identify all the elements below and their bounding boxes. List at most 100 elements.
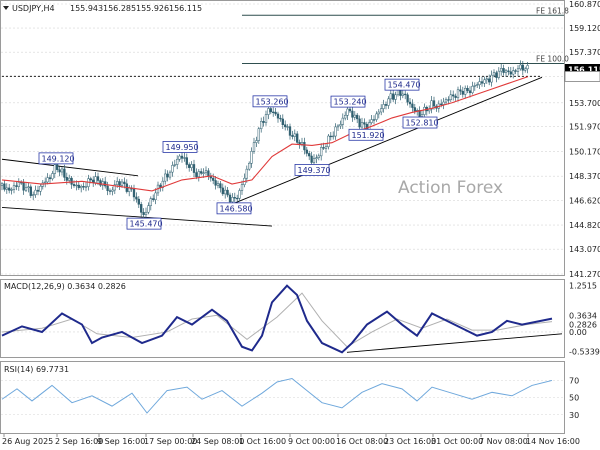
candle-body (233, 197, 236, 199)
pivot-label: 145.470 (130, 220, 163, 229)
rsi-layer: RSI(14) 69.7731 70 50 30 (1, 365, 579, 420)
candle-body (432, 100, 436, 107)
candle-body (430, 100, 433, 110)
candle-body (106, 185, 109, 191)
candle-body (392, 93, 395, 100)
sma-line (1, 76, 529, 192)
candle-body (356, 114, 359, 120)
candle-body (507, 70, 510, 72)
pivot-label-box (162, 141, 198, 153)
candle-body (65, 177, 68, 181)
candle-body (360, 122, 364, 128)
candle-body (375, 113, 378, 120)
candle-body (492, 72, 496, 76)
candle-body (377, 111, 380, 115)
pivot-label-box (252, 95, 288, 108)
price-tick-label: 141.270 (569, 270, 600, 279)
candle-body (442, 101, 445, 105)
candle-body (108, 190, 112, 192)
candle-body (406, 94, 409, 103)
candle-body (348, 108, 352, 112)
candle-body (3, 183, 6, 190)
pivot-label: 153.260 (256, 97, 289, 106)
candle-body (454, 95, 457, 98)
candle-body (219, 183, 222, 189)
candle-body (382, 104, 385, 109)
candle-body (72, 184, 76, 186)
candle-body (212, 177, 215, 181)
price-tick-label: 151.970 (569, 123, 600, 132)
candle-body (298, 142, 301, 145)
candle-body (24, 187, 28, 191)
price-tick-label: 150.170 (569, 147, 600, 156)
candle-body (389, 93, 392, 100)
price-tick-label: 160.870 (569, 0, 600, 9)
candle-body (370, 119, 373, 123)
candle-body (384, 104, 388, 106)
header-close: 156.115 (169, 4, 202, 13)
candle-body (497, 70, 500, 78)
candle-body (240, 184, 244, 191)
pivot-label-box (330, 95, 366, 108)
price-trendline (1, 158, 139, 177)
candle-body (101, 181, 104, 186)
candle-body (332, 135, 335, 138)
price-trendline (1, 207, 273, 227)
candle-body (387, 98, 390, 106)
candle-body (192, 164, 196, 173)
rsi-panel-frame (0, 361, 565, 434)
x-tick-label: 24 Sep 08:00 (191, 437, 244, 446)
dropdown-arrow-icon[interactable] (3, 6, 9, 10)
candle-body (238, 190, 241, 199)
candle-body (39, 186, 42, 192)
candle-body (34, 189, 37, 195)
candle-body (221, 187, 224, 195)
candle-body (339, 124, 342, 127)
candle-body (269, 108, 272, 113)
candle-body (80, 186, 83, 189)
candle-body (10, 189, 13, 191)
candle-body (363, 122, 366, 125)
candle-body (315, 157, 318, 159)
macd-tick-label: 0.3634 (569, 312, 597, 321)
candle-body (123, 181, 126, 184)
candle-body (142, 212, 145, 215)
candle-body (164, 173, 167, 182)
candle-body (44, 181, 47, 184)
candle-body (308, 153, 311, 157)
candle-body (320, 147, 323, 157)
candle-body (514, 70, 517, 72)
candle-body (420, 114, 424, 117)
candle-body (132, 188, 136, 198)
macd-tick-label: 0.2826 (569, 320, 597, 329)
pivot-label: 149.950 (166, 143, 199, 152)
candle-body (70, 177, 73, 185)
candle-body (281, 118, 284, 125)
pivot-label: 154.470 (388, 81, 421, 90)
pivot-label-box (126, 217, 162, 230)
candle-body (502, 68, 505, 73)
candle-body (286, 126, 289, 128)
macd-tick-label: -0.5339 (569, 348, 600, 357)
candle-body (440, 103, 443, 105)
candle-body (15, 185, 18, 187)
candle-body (411, 103, 414, 108)
candle-body (310, 155, 313, 163)
candle-body (29, 186, 32, 196)
candle-body (476, 84, 479, 86)
candle-body (168, 171, 172, 178)
candle-body (336, 125, 340, 128)
candle-body (471, 85, 474, 94)
candle-body (296, 133, 299, 143)
candle-body (94, 176, 97, 183)
macd-layer: MACD(12,26,9) 0.3634 0.2826 1.2515 0.3634… (1, 282, 600, 357)
pivot-label-box (348, 128, 384, 141)
x-tick-label: 14 Nov 16:00 (526, 437, 580, 446)
candle-body (473, 85, 476, 87)
rsi-tick-label: 50 (569, 394, 579, 403)
x-tick-label: 7 Nov 08:00 (479, 437, 528, 446)
macd-tick-label: 1.2515 (569, 282, 597, 291)
candle-body (248, 162, 251, 170)
candle-body (147, 205, 150, 213)
candle-body (154, 192, 157, 200)
